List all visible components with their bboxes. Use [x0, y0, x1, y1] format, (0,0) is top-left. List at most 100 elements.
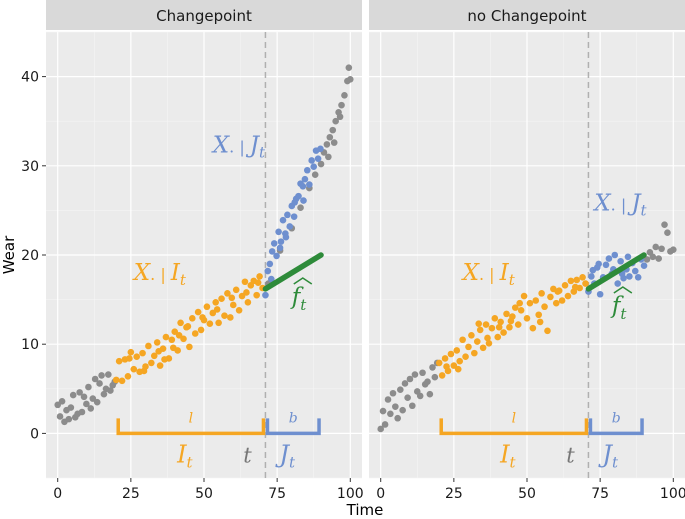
data-point — [389, 389, 397, 397]
bracket-length-label: l — [189, 410, 193, 426]
data-point — [98, 372, 105, 379]
data-point — [426, 390, 434, 398]
facet-strip — [46, 0, 362, 30]
data-point — [112, 376, 120, 384]
data-point — [488, 324, 496, 332]
data-point — [649, 253, 657, 261]
data-point — [175, 331, 183, 339]
data-point — [232, 286, 240, 294]
data-point — [631, 267, 639, 275]
data-point — [317, 145, 324, 153]
data-point — [130, 365, 138, 373]
data-point — [538, 290, 545, 297]
data-point — [56, 413, 64, 420]
data-point — [286, 223, 294, 230]
data-point — [279, 216, 287, 224]
data-point — [311, 171, 319, 179]
data-point — [314, 155, 322, 162]
hat-accent — [613, 286, 633, 294]
series-future — [262, 145, 324, 299]
data-point — [262, 291, 269, 299]
data-point — [517, 307, 525, 314]
data-point — [301, 175, 309, 183]
data-point — [291, 199, 299, 206]
data-point — [404, 394, 411, 402]
y-axis: 0 10 20 30 40 — [21, 70, 46, 442]
data-point — [394, 414, 401, 422]
data-point — [169, 344, 177, 352]
data-point — [419, 369, 426, 377]
data-point — [471, 349, 478, 357]
data-point — [310, 163, 318, 170]
data-point — [479, 344, 487, 352]
data-point — [133, 353, 141, 360]
data-point — [468, 331, 475, 339]
data-point — [589, 266, 597, 274]
data-point — [626, 273, 633, 280]
data-point — [526, 299, 534, 307]
data-point — [118, 377, 126, 385]
set-symbol: I — [170, 260, 181, 286]
data-point — [203, 303, 211, 311]
data-point — [212, 298, 220, 306]
data-point — [431, 373, 439, 381]
x-tick-label: 50 — [195, 486, 213, 502]
data-point — [241, 278, 249, 286]
data-point — [406, 375, 414, 383]
data-point — [547, 293, 554, 301]
x-tick-label: 25 — [445, 486, 463, 502]
data-point — [454, 365, 462, 373]
hat-accent — [293, 277, 313, 285]
operator: . | — [479, 265, 500, 284]
operator: . | — [611, 195, 632, 214]
data-point — [162, 333, 170, 341]
data-point — [387, 410, 394, 418]
data-point — [511, 304, 519, 311]
data-point — [573, 276, 581, 284]
data-point — [441, 355, 449, 362]
data-point — [127, 348, 135, 356]
data-point — [267, 275, 275, 283]
data-point — [491, 315, 499, 322]
series-other — [377, 221, 677, 433]
data-point — [89, 395, 97, 402]
data-point — [658, 245, 665, 253]
x-tick-label: 75 — [268, 486, 286, 502]
bracket-line — [588, 418, 644, 436]
data-point — [326, 133, 334, 141]
subscript: t — [289, 453, 296, 471]
data-point — [235, 307, 243, 314]
data-point — [197, 326, 205, 334]
x-tick-label: 25 — [122, 486, 140, 502]
data-point — [264, 267, 272, 275]
data-point — [85, 383, 92, 391]
data-point — [624, 253, 632, 261]
data-point — [379, 407, 387, 415]
data-point — [218, 295, 225, 303]
data-point — [186, 343, 193, 351]
data-point — [171, 328, 179, 336]
data-point — [96, 380, 103, 387]
y-tick-label: 30 — [21, 159, 39, 175]
data-point — [392, 403, 399, 410]
data-point — [507, 317, 515, 325]
data-point — [139, 349, 146, 357]
data-point — [494, 333, 502, 341]
changepoint-time-label: t — [566, 443, 575, 467]
data-point — [567, 277, 575, 285]
data-point — [145, 342, 152, 350]
data-point — [91, 375, 99, 383]
data-point — [532, 297, 540, 304]
data-point — [564, 292, 572, 300]
data-point — [58, 397, 66, 405]
data-point — [325, 153, 332, 161]
data-point — [535, 311, 543, 319]
facet-title: Changepoint — [156, 7, 252, 25]
data-point — [206, 320, 214, 327]
data-point — [346, 75, 354, 83]
set-symbol: I — [499, 260, 510, 286]
